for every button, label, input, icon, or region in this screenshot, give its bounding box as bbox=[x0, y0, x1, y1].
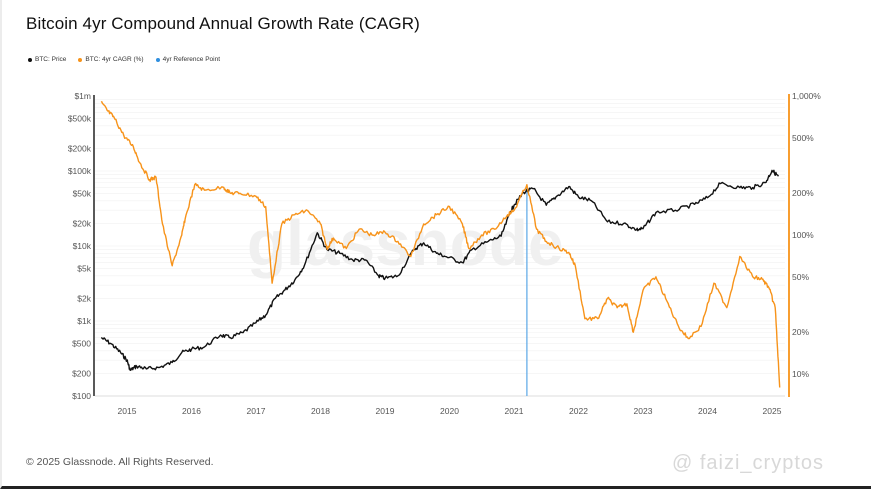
legend-label: BTC: 4yr CAGR (%) bbox=[85, 56, 144, 63]
right-tick-label: 500% bbox=[792, 133, 814, 143]
right-tick-label: 1,000% bbox=[792, 91, 821, 101]
glassnode-watermark: glassnode bbox=[247, 207, 564, 279]
left-tick-label: $500k bbox=[68, 114, 92, 124]
x-tick-label: 2025 bbox=[763, 406, 782, 416]
chart-title: Bitcoin 4yr Compound Annual Growth Rate … bbox=[26, 14, 420, 33]
left-tick-label: $50k bbox=[73, 189, 92, 199]
left-tick-label: $200k bbox=[68, 143, 92, 153]
x-tick-label: 2022 bbox=[569, 406, 588, 416]
right-tick-label: 50% bbox=[792, 272, 809, 282]
x-tick-label: 2021 bbox=[505, 406, 524, 416]
left-tick-label: $2k bbox=[77, 293, 91, 303]
legend-label: BTC: Price bbox=[35, 56, 67, 63]
legend-dot-price-icon bbox=[28, 57, 32, 62]
left-tick-label: $20k bbox=[73, 218, 92, 228]
series-group bbox=[100, 101, 781, 396]
x-tick-label: 2020 bbox=[440, 406, 459, 416]
x-tick-label: 2015 bbox=[118, 406, 137, 416]
x-tick-label: 2018 bbox=[311, 406, 330, 416]
right-tick-label: 100% bbox=[792, 230, 814, 240]
left-tick-label: $10k bbox=[73, 241, 92, 251]
right-tick-label: 20% bbox=[792, 327, 809, 337]
x-axis: 2015 2016 2017 2018 2019 2020 2021 2022 2023 2024… bbox=[118, 406, 782, 416]
x-tick-label: 2023 bbox=[634, 406, 653, 416]
legend-item-cagr[interactable]: BTC: 4yr CAGR (%) bbox=[78, 56, 144, 63]
left-tick-label: $100 bbox=[72, 391, 91, 401]
right-tick-label: 200% bbox=[792, 188, 814, 198]
left-tick-label: $1m bbox=[74, 91, 91, 101]
right-tick-label: 10% bbox=[792, 369, 809, 379]
left-tick-label: $1k bbox=[77, 316, 91, 326]
gridlines bbox=[95, 99, 785, 397]
legend-label: 4yr Reference Point bbox=[162, 56, 221, 63]
x-tick-label: 2024 bbox=[698, 406, 717, 416]
cagr-line bbox=[100, 101, 781, 388]
left-tick-label: $500 bbox=[72, 339, 91, 349]
legend-dot-cagr-icon bbox=[78, 57, 83, 62]
right-axis: 10% 20% 50% 100% 200% 500% 1,000% bbox=[788, 91, 821, 397]
legend: BTC: Price BTC: 4yr CAGR (%) 4yr Referen… bbox=[28, 56, 220, 63]
left-tick-label: $5k bbox=[77, 264, 91, 274]
price-line bbox=[100, 169, 780, 371]
x-tick-label: 2019 bbox=[376, 406, 395, 416]
x-tick-label: 2017 bbox=[247, 406, 266, 416]
legend-dot-reference-icon bbox=[155, 57, 160, 62]
copyright: © 2025 Glassnode. All Rights Reserved. bbox=[26, 456, 214, 468]
left-tick-label: $100k bbox=[68, 166, 92, 176]
legend-item-price[interactable]: BTC: Price bbox=[28, 56, 66, 63]
left-tick-label: $200 bbox=[72, 368, 91, 378]
left-axis: $100 $200 $500 $1k $2k $5k $10k $20k $50k $100k $2… bbox=[68, 91, 95, 401]
legend-item-reference[interactable]: 4yr Reference Point bbox=[155, 56, 221, 63]
watermark-handle: @ faizi_cryptos bbox=[672, 452, 825, 474]
x-tick-label: 2016 bbox=[182, 406, 201, 416]
